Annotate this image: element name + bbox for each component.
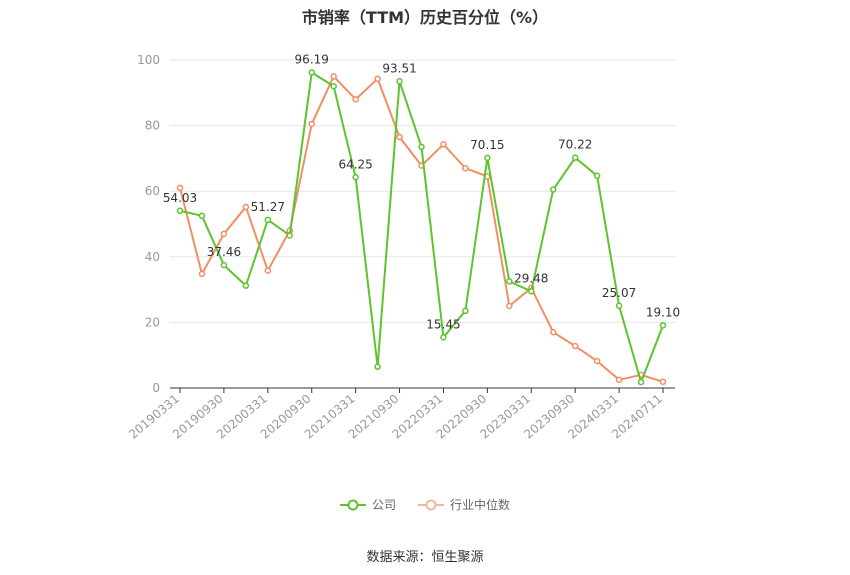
data-point-industry (176, 184, 184, 192)
data-point-company (549, 186, 557, 193)
legend-label-industry: 行业中位数 (450, 498, 511, 512)
data-point-company (264, 216, 272, 224)
data-point-industry (615, 376, 623, 384)
data-point-company (506, 278, 513, 285)
data-point-company (637, 378, 645, 386)
data-label: 37.46 (207, 245, 241, 259)
data-point-company (593, 172, 601, 180)
data-point-industry (440, 141, 447, 148)
y-tick-label: 100 (137, 53, 160, 67)
data-point-company (308, 69, 315, 76)
data-label: 51.27 (251, 200, 285, 214)
data-label: 19.10 (646, 305, 680, 319)
data-point-company (418, 143, 425, 151)
data-label: 15.45 (426, 317, 460, 331)
data-label: 96.19 (295, 52, 329, 66)
data-label: 93.51 (382, 61, 416, 75)
data-point-company (484, 154, 491, 162)
grid (170, 59, 675, 323)
data-label: 29.48 (514, 271, 548, 285)
data-label: 25.07 (602, 286, 636, 300)
data-point-industry (220, 230, 228, 238)
data-point-company (330, 82, 337, 90)
data-point-industry (396, 133, 403, 141)
data-point-company (462, 307, 469, 315)
data-point-company (286, 232, 294, 239)
legend-item-company[interactable]: 公司 (339, 496, 396, 513)
data-point-company (374, 363, 381, 370)
y-tick-label: 40 (145, 250, 160, 264)
data-label: 64.25 (338, 157, 372, 171)
data-point-industry (571, 342, 579, 350)
data-point-industry (506, 302, 513, 310)
y-tick-label: 60 (145, 184, 160, 198)
data-point-company (220, 261, 228, 269)
y-tick-label: 80 (145, 119, 160, 133)
data-point-industry (242, 203, 250, 211)
data-point-industry (549, 328, 557, 336)
data-point-industry (330, 73, 337, 80)
data-label: 70.22 (558, 138, 592, 152)
data-point-company (242, 282, 250, 289)
data-point-industry (593, 357, 601, 365)
source-note: 数据来源：恒生聚源 (366, 550, 484, 565)
data-point-company (198, 212, 206, 220)
y-tick-label: 20 (145, 315, 160, 329)
data-point-company (440, 334, 447, 341)
data-point-industry (308, 120, 315, 128)
data-point-industry (462, 164, 469, 172)
y-tick-label: 0 (152, 381, 160, 395)
series-layer (176, 69, 667, 386)
data-labels: 54.03 37.46 51.27 96.19 64.25 93.51 15.45 70.15… (163, 52, 680, 331)
data-point-company (659, 322, 667, 329)
legend-swatch-industry (418, 499, 444, 510)
data-point-company (396, 78, 403, 85)
data-point-company (176, 207, 184, 215)
data-point-company (528, 288, 535, 295)
data-point-industry (198, 270, 206, 278)
data-point-industry (264, 267, 272, 274)
data-point-company (571, 154, 579, 161)
data-label: 70.15 (470, 138, 504, 152)
chart-title: 市销率（TTM）历史百分位（%） (301, 8, 549, 27)
series-line-industry (179, 75, 664, 383)
legend-swatch-company (339, 499, 366, 510)
data-point-industry (659, 378, 667, 386)
data-point-industry (352, 96, 359, 103)
legend-item-industry[interactable]: 行业中位数 (418, 496, 510, 513)
data-point-industry (374, 75, 381, 82)
data-label: 54.03 (163, 191, 197, 205)
legend: 公司 行业中位数 (0, 496, 850, 513)
data-point-company (615, 302, 623, 310)
legend-label-company: 公司 (371, 498, 396, 512)
data-point-company (352, 174, 359, 181)
